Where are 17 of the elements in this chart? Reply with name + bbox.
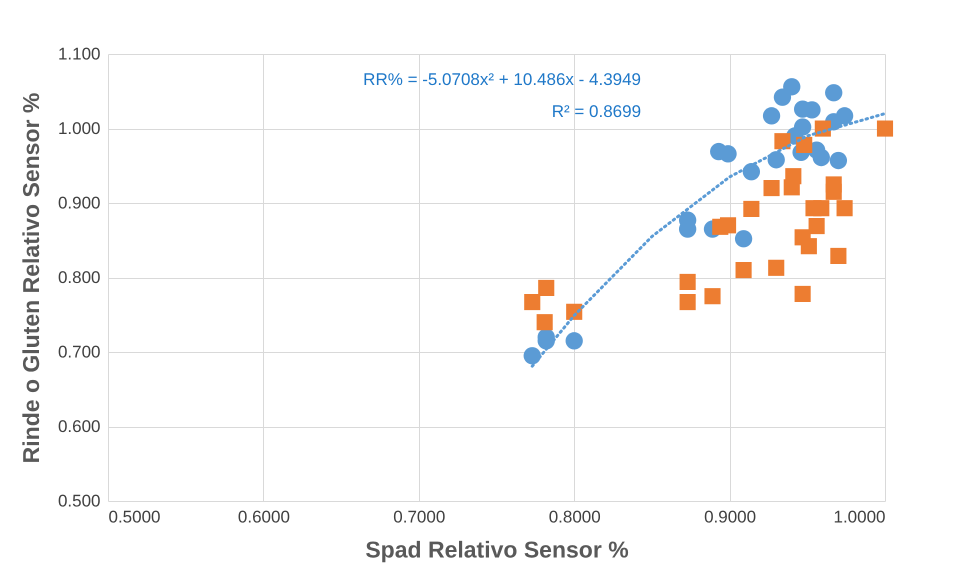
x-axis-title: Spad Relativo Sensor % (365, 536, 629, 562)
y-tick-label: 1.000 (58, 119, 100, 138)
y-tick-label: 0.900 (58, 194, 100, 212)
x-tick-label: 0.7000 (393, 508, 446, 526)
y-tick-label: 0.600 (58, 417, 100, 436)
annotation: R² = 0.8699 (552, 102, 642, 121)
x-tick-label: 0.8000 (548, 508, 601, 526)
x-tick-label: 1.0000 (834, 508, 886, 526)
annotation: RR% = -5.0708x² + 10.486x - 4.3949 (363, 70, 642, 89)
y-tick-label: 0.700 (58, 342, 100, 362)
x-tick-label: 0.6000 (238, 508, 290, 526)
x-tick-label: 0.5000 (108, 508, 160, 526)
y-tick-label: 1.100 (58, 44, 100, 64)
x-tick-label: 0.9000 (704, 508, 756, 526)
y-tick-label: 0.800 (58, 268, 100, 287)
y-tick-label: 0.500 (58, 492, 100, 510)
y-axis-title: Rinde o Gluten Relativo Sensor % (18, 92, 44, 464)
